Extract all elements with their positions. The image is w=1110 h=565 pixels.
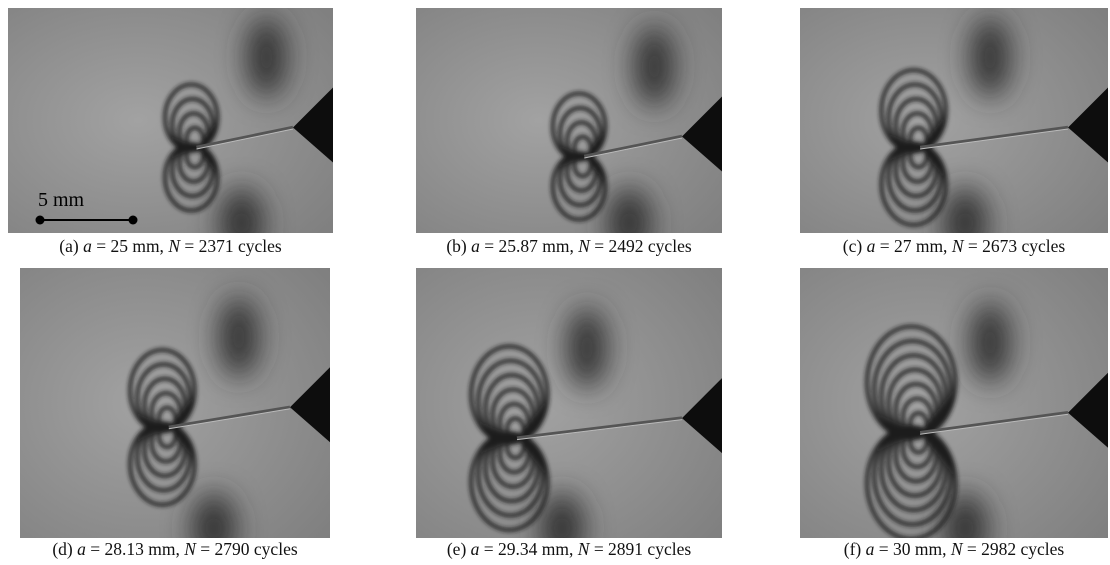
notch (682, 378, 722, 454)
caption-n-text: = 2891 cycles (593, 539, 692, 559)
caption-var-a: a (866, 236, 876, 256)
caption-n-text: = 2492 cycles (594, 236, 692, 256)
caption: (b) a = 25.87 mm, N = 2492 cycles (369, 236, 769, 257)
fringe-image: 5 mm (8, 8, 333, 233)
caption: (a) a = 25 mm, N = 2371 cycles (0, 236, 371, 257)
crack-edge (168, 408, 291, 430)
fringe (572, 153, 593, 179)
caption-label: (e) (446, 539, 467, 559)
fringe (908, 411, 929, 436)
dark-lobe (246, 17, 287, 98)
crack (196, 125, 294, 150)
caption: (d) a = 28.13 mm, N = 2790 cycles (0, 539, 375, 560)
dark-lobe (970, 17, 1011, 98)
caption-a-text: = 29.34 mm, (483, 539, 574, 559)
caption-var-a: a (77, 539, 86, 559)
caption-var-n: N (950, 539, 963, 559)
scale-bar-end (35, 215, 45, 225)
crack-edge (920, 128, 1069, 150)
crack (583, 134, 683, 159)
caption: (c) a = 27 mm, N = 2673 cycles (754, 236, 1110, 257)
crack (168, 405, 291, 430)
fringe (157, 424, 178, 449)
crack (919, 125, 1069, 150)
notch (1068, 87, 1108, 163)
caption-label: (d) (52, 539, 73, 559)
background (416, 268, 722, 538)
dark-lobe (607, 188, 652, 233)
scale-bar-end (128, 215, 138, 225)
dark-lobe (218, 297, 259, 378)
dark-lobe (539, 493, 584, 538)
dark-lobe (634, 26, 675, 107)
fringe (157, 405, 178, 431)
crack-edge (516, 419, 683, 441)
fringe (184, 125, 205, 151)
fringes (128, 348, 197, 507)
fringes (469, 344, 550, 532)
caption-n-text: = 2673 cycles (967, 236, 1066, 256)
notch (1068, 372, 1108, 448)
caption-a-text: = 30 mm, (878, 539, 947, 559)
caption-label: (c) (842, 236, 863, 256)
crack (516, 416, 683, 440)
crack-edge (196, 128, 294, 150)
caption-var-a: a (471, 236, 480, 256)
dark-lobe (943, 188, 988, 233)
fringe (908, 125, 929, 151)
fringe (505, 435, 526, 460)
fringe-image (416, 268, 722, 538)
caption-n-text: = 2371 cycles (184, 236, 282, 256)
caption-var-n: N (951, 236, 964, 256)
notch (293, 87, 333, 163)
dark-lobe (970, 302, 1011, 383)
caption-var-a: a (865, 539, 875, 559)
fringe-image (416, 8, 722, 233)
caption-a-text: = 28.13 mm, (90, 539, 180, 559)
fringes (865, 324, 958, 538)
caption-label: (b) (446, 236, 467, 256)
background (20, 268, 330, 538)
caption-var-a: a (470, 539, 480, 559)
caption-a-text: = 27 mm, (879, 236, 948, 256)
fringe-image (800, 8, 1108, 233)
caption-label: (a) (59, 236, 79, 256)
dark-lobe (566, 308, 607, 389)
crack (919, 410, 1069, 435)
caption-var-n: N (577, 539, 590, 559)
notch (290, 367, 330, 443)
dark-lobe (191, 493, 236, 538)
notch (682, 96, 722, 172)
fringe (184, 144, 205, 170)
fringe (908, 144, 929, 170)
dark-lobe (219, 188, 264, 233)
fringe (908, 429, 929, 455)
caption-n-text: = 2982 cycles (966, 539, 1065, 559)
caption-a-text: = 25.87 mm, (484, 236, 574, 256)
caption-var-a: a (83, 236, 92, 256)
caption-a-text: = 25 mm, (96, 236, 164, 256)
caption-var-n: N (168, 236, 180, 256)
caption-var-n: N (184, 539, 196, 559)
fringes (163, 82, 220, 213)
caption: (f) a = 30 mm, N = 2982 cycles (754, 539, 1110, 560)
scale-bar-label: 5 mm (38, 189, 85, 211)
caption-var-n: N (578, 236, 590, 256)
fringes (551, 91, 608, 222)
fringe (505, 416, 526, 442)
fringe-image (20, 268, 330, 538)
fringe (572, 134, 593, 160)
crack-edge (920, 413, 1069, 435)
fringe-image (800, 268, 1108, 538)
fringes (879, 68, 948, 227)
caption: (e) a = 29.34 mm, N = 2891 cycles (369, 539, 769, 560)
caption-label: (f) (843, 539, 862, 559)
crack-edge (584, 137, 683, 159)
caption-n-text: = 2790 cycles (200, 539, 298, 559)
